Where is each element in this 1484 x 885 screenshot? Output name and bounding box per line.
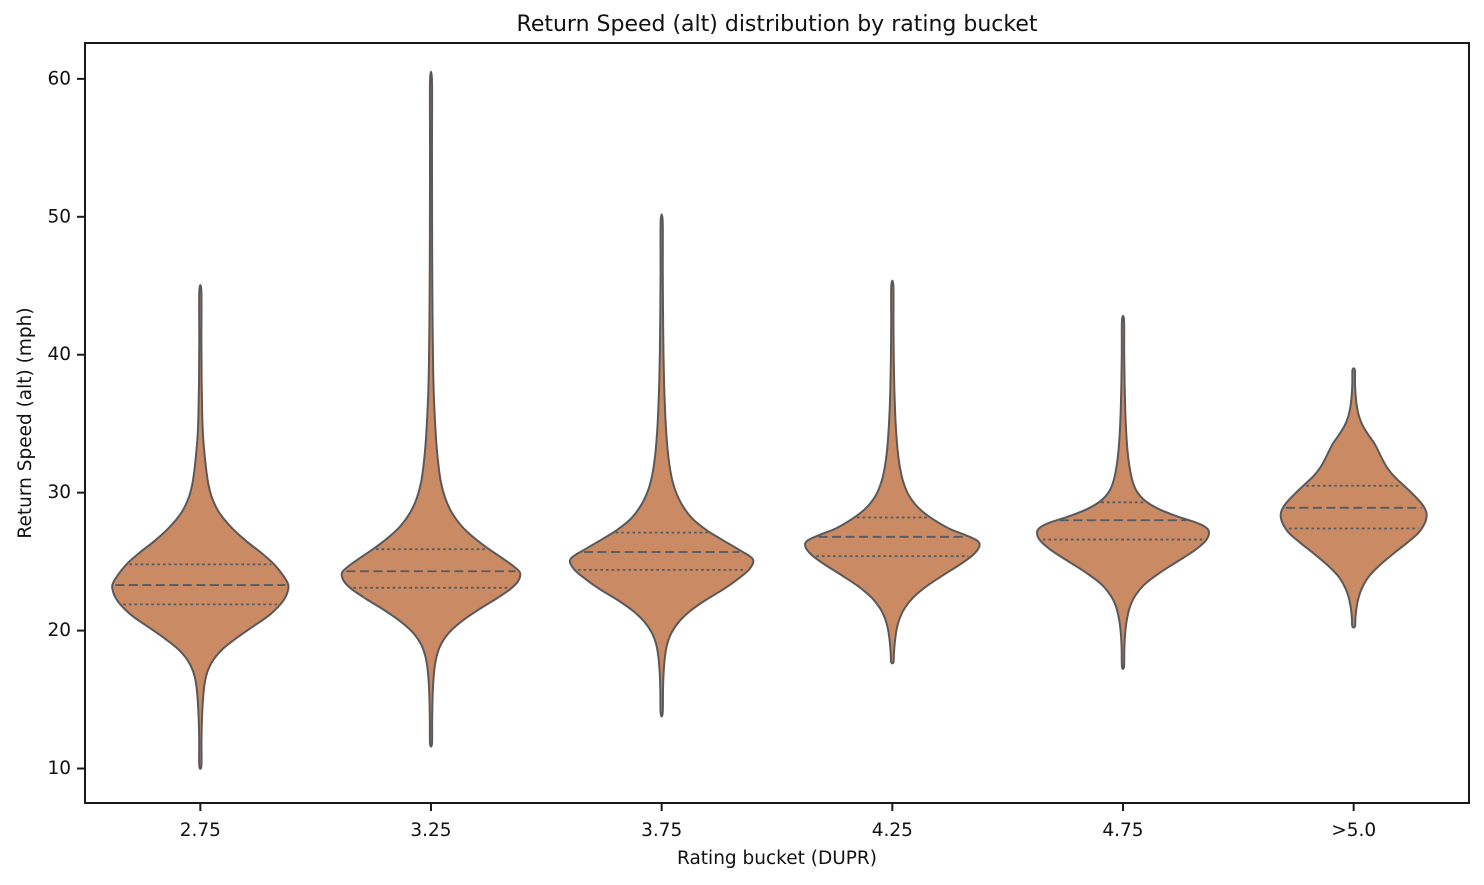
y-tick-label-30: 30: [47, 482, 71, 503]
y-tick-label-60: 60: [47, 68, 71, 89]
violin-body-3.25: [340, 70, 522, 748]
x-tick-label-4.75: 4.75: [1102, 820, 1143, 841]
x-tick-label-3.75: 3.75: [641, 820, 682, 841]
chart-title: Return Speed (alt) distribution by ratin…: [517, 12, 1038, 37]
violin-body-4.25: [803, 279, 981, 665]
y-tick-label-50: 50: [47, 206, 71, 227]
x-tick-label-2.75: 2.75: [180, 820, 221, 841]
y-tick-label-40: 40: [47, 344, 71, 365]
violin-body-4.75: [1036, 314, 1210, 670]
violin-body-2.75: [111, 284, 290, 770]
y-tick-label-20: 20: [47, 620, 71, 641]
violins-group: [111, 70, 1428, 770]
x-tick-label-3.25: 3.25: [410, 820, 451, 841]
plot-area-spines: [84, 42, 1470, 804]
y-tick-label-10: 10: [47, 758, 71, 779]
violin-body-3.75: [568, 213, 755, 718]
x-tick-label->5.0: >5.0: [1331, 820, 1376, 841]
x-tick-label-4.25: 4.25: [872, 820, 913, 841]
y-axis-label: Return Speed (alt) (mph): [15, 307, 36, 538]
x-axis-label: Rating bucket (DUPR): [677, 848, 877, 869]
x-axis-ticks: 2.75 3.25 3.75 4.25 4.75 >5.0: [180, 803, 1376, 841]
y-axis-ticks: 10 20 30 40 50 60: [47, 68, 85, 779]
violin-body->5.0: [1279, 367, 1428, 629]
